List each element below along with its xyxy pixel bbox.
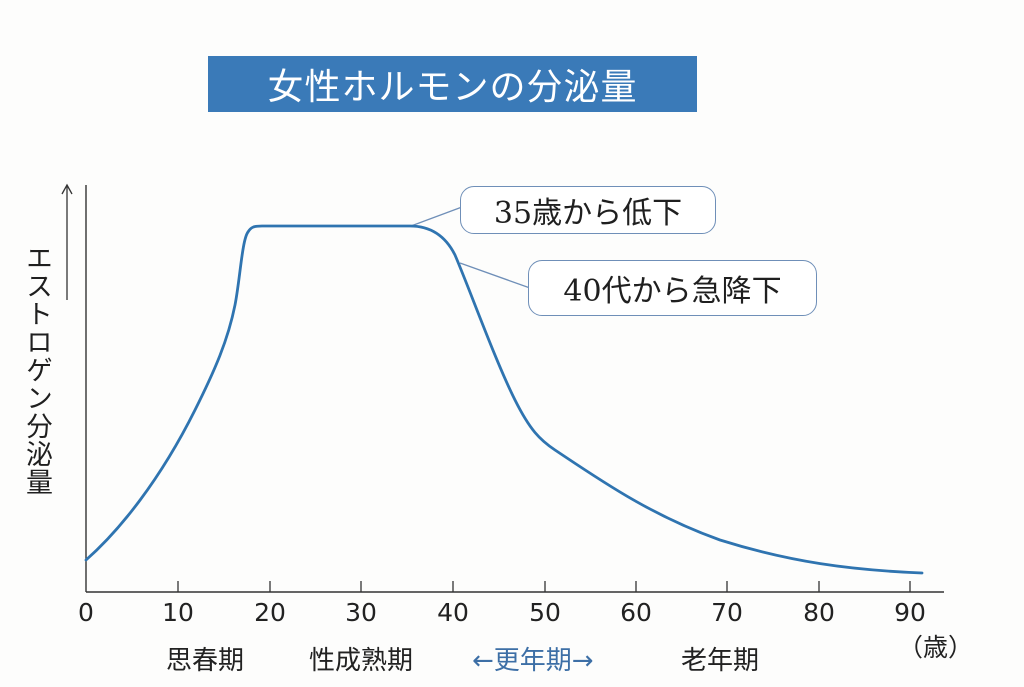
estrogen-curve (84, 224, 924, 575)
callout-leader-35 (410, 206, 463, 227)
x-tick-label: 0 (78, 598, 94, 627)
phase-label-maturity: 性成熟期 (309, 646, 414, 676)
up-arrow-icon (61, 183, 73, 300)
callout-35-decline: 35歳から低下 (460, 186, 716, 234)
x-tick-label: 90 (894, 598, 926, 627)
y-axis-label: エストロゲン分泌量 (21, 244, 52, 496)
x-tick-label: 70 (711, 598, 743, 627)
chart-title-banner: 女性ホルモンの分泌量 (208, 56, 697, 112)
x-axis-unit: （歳） (898, 633, 974, 662)
phase-label-menopause: ←更年期→ (472, 646, 594, 676)
phase-label-senescence: 老年期 (681, 646, 760, 676)
x-tick-label: 20 (254, 598, 286, 627)
x-axis-ticks (177, 581, 911, 592)
phase-label-puberty: 思春期 (166, 646, 245, 676)
chart-title: 女性ホルモンの分泌量 (267, 67, 638, 108)
x-tick-label: 80 (803, 598, 835, 627)
callout-text: 40代から急降下 (563, 274, 782, 309)
callout-40s-sharp-decline: 40代から急降下 (528, 260, 817, 316)
x-tick-label: 40 (437, 598, 469, 627)
x-tick-label: 30 (345, 598, 377, 627)
x-tick-label: 60 (620, 598, 652, 627)
callout-text: 35歳から低下 (493, 196, 683, 231)
x-tick-label: 50 (529, 598, 561, 627)
x-tick-label: 10 (162, 598, 194, 627)
callout-leader-40s (459, 262, 531, 289)
